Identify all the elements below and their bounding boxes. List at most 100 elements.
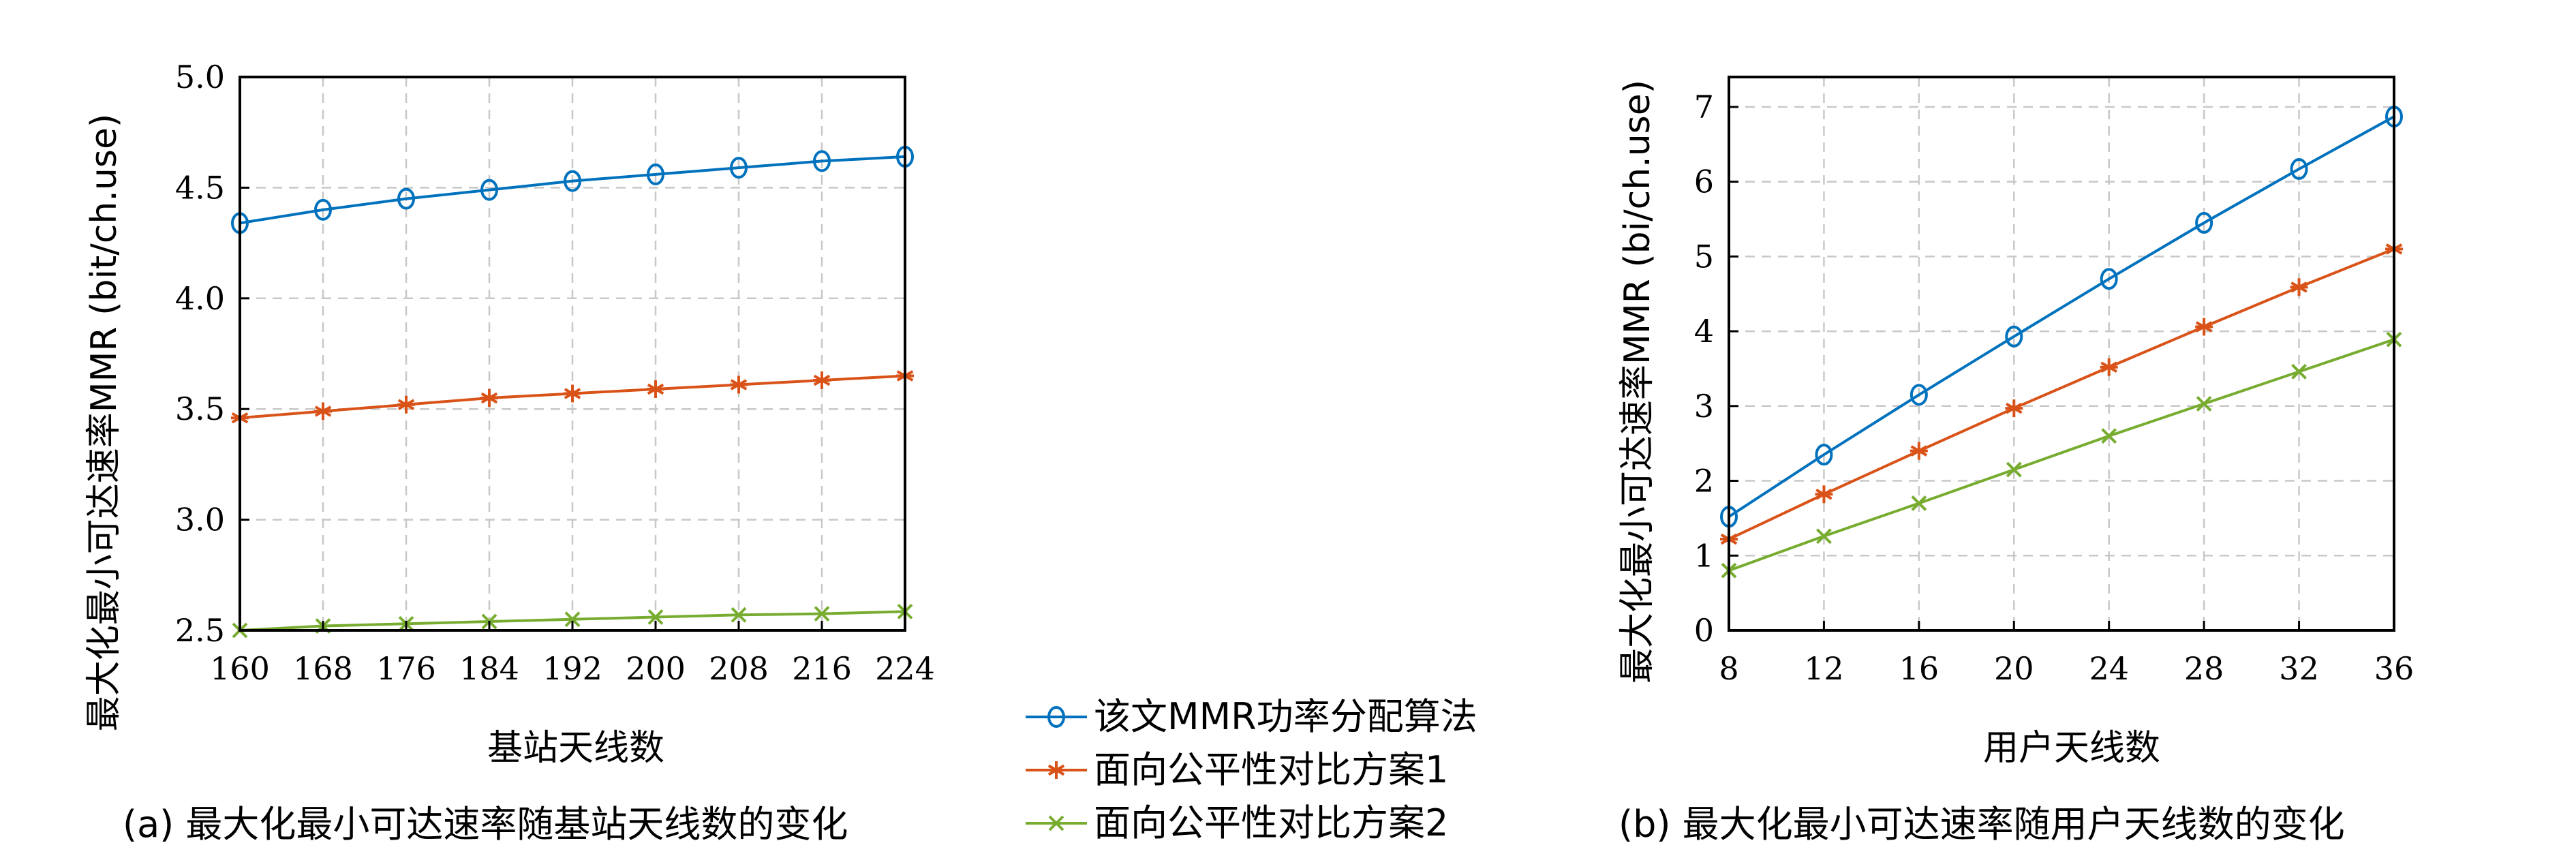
legend-item-2: 面向公平性对比方案1 [1026,748,1448,791]
chart-b-series-3-point [2101,428,2117,444]
legend-item-1: 该文MMR功率分配算法 [1026,695,1477,738]
chart-b-series-2-point [1910,442,1928,460]
chart-b-series-2-point [2100,358,2118,376]
chart-b-series-2-point [2290,278,2308,296]
chart-a-series-2-point [813,371,831,389]
chart-a-series-1-point [813,150,831,172]
chart-a-ticks: 160 168 176 184 192 200 208 216 224 2.5 3.0 3.5 4.0 4… [175,59,935,687]
chart-b-series-1-point [2100,268,2118,290]
chart-b-series-3-point [2196,396,2212,412]
chart-b-series-1-point [2005,325,2023,348]
legend-label-1: 该文MMR功率分配算法 [1094,695,1477,738]
chart-b-series-1-point [1815,444,1833,466]
chart-a-series-2-point [730,376,748,394]
chart-b-series-1-point [1910,384,1928,406]
chart-b-series-3-point [1816,528,1832,545]
chart-a-xtick-label: 224 [875,650,935,687]
chart-b-xtick-label: 16 [1899,650,1939,687]
chart-b-series-3-line [1728,338,2395,572]
chart-b-xtick-label: 36 [2374,650,2414,687]
chart-b-xlabel: 用户天线数 [1983,728,2160,769]
chart-b-xtick-label: 24 [2089,650,2129,687]
chart-a-ylabel: 最大化最小可达速率MMR (bit/ch.use) [84,114,125,731]
chart-a-series-2-point [647,380,664,398]
chart-b-series-3-point [2006,461,2022,478]
chart-b-series-1-line [1728,115,2395,518]
chart-a-grid [240,77,905,630]
legend-swatch-1 [1026,706,1087,728]
legend-item-3: 面向公平性对比方案2 [1026,801,1448,844]
chart-a-series-3-point [814,606,830,622]
legend: 该文MMR功率分配算法 面向公平性对比方案1 面向公平性对比方案2 [1026,695,1477,844]
legend-label-2: 面向公平性对比方案1 [1094,748,1448,791]
chart-a-series-1-line [239,155,906,225]
chart-a-xlabel: 基站天线数 [487,728,664,769]
chart-a-series-1-point [730,157,748,179]
chart-a-series-2-point [564,384,581,403]
chart-a-series-1-point [480,179,498,201]
chart-a-series-2-point [314,402,332,420]
chart-b-series-2-point [2005,399,2023,418]
legend-swatch-3 [1026,815,1087,831]
chart-a-series-3-point [647,609,664,625]
chart-b-ytick-label: 7 [1694,89,1714,125]
chart-b-ytick-label: 2 [1694,463,1714,500]
chart-a-ytick-label: 4.0 [175,280,225,317]
chart-a-series-3-point [731,607,747,623]
chart-a: 160 168 176 184 192 200 208 216 224 2.5 3.0 3.5 4.0 4… [84,59,935,846]
chart-a-series-1-point [314,198,332,221]
chart-b-caption: (b) 最大化最小可达速率随用户天线数的变化 [1619,803,2345,846]
chart-b-xtick-label: 12 [1804,650,1844,687]
chart-b-series-2-point [2195,318,2213,336]
legend-swatch-marker [1048,815,1064,831]
chart-b-xtick-label: 20 [1994,650,2034,687]
chart-b-ytick-label: 6 [1694,164,1714,200]
chart-a-xtick-label: 216 [792,650,852,687]
legend-label-3: 面向公平性对比方案2 [1094,801,1448,844]
chart-a-series-1-point [564,170,581,192]
chart-b-series [1720,106,2403,579]
chart-b-ytick-label: 1 [1694,537,1714,574]
chart-b-ytick-label: 0 [1694,612,1714,649]
chart-b-frame [1728,76,2395,632]
chart-a-series-3-point [564,611,581,628]
chart-a-series-1-point [647,163,664,185]
chart-a-ytick-label: 2.5 [175,612,225,649]
chart-b-grid [1729,77,2394,630]
chart-b-series-3-point [2291,363,2307,380]
chart-a-xtick-label: 208 [709,650,769,687]
chart-a-caption: (a) 最大化最小可达速率随基站天线数的变化 [123,803,848,846]
legend-swatch-2 [1026,761,1087,779]
chart-b-xtick-label: 32 [2279,650,2319,687]
chart-a-ytick-label: 5.0 [175,59,225,95]
chart-a-xtick-label: 200 [626,650,686,687]
chart-a-ytick-label: 3.5 [175,390,225,427]
chart-b-series-3-point [1911,495,1927,511]
chart-a-xtick-label: 168 [293,650,353,687]
chart-a-xtick-label: 192 [542,650,602,687]
legend-swatch-marker [1047,761,1065,779]
chart-b-ytick-label: 3 [1694,388,1714,425]
chart-a-ytick-label: 4.5 [175,169,225,206]
chart-a-xtick-label: 176 [376,650,436,687]
chart-a-ytick-label: 3.0 [175,502,225,538]
chart-a-series-2-point [480,388,498,407]
legend-swatch-marker [1047,706,1065,728]
chart-b-ylabel: 最大化最小可达速率MMR (bi/ch.use) [1617,80,1658,684]
chart-a-xtick-label: 160 [210,650,270,687]
chart-a-series-2-point [397,395,415,414]
chart-b-series-2-point [1815,485,1833,504]
chart-a-series-1-point [397,187,415,210]
chart-b-series-1-point [2290,157,2308,180]
chart-b-series-1-point [2195,211,2213,234]
chart-a-xtick-label: 184 [459,650,519,687]
chart-b-xtick-label: 28 [2184,650,2224,687]
chart-a-series [231,145,914,639]
chart-b-xtick-label: 8 [1719,650,1738,687]
chart-b-series-2-line [1728,247,2395,540]
chart-b-ytick-label: 5 [1694,238,1714,275]
chart-b-ytick-label: 4 [1694,313,1714,350]
